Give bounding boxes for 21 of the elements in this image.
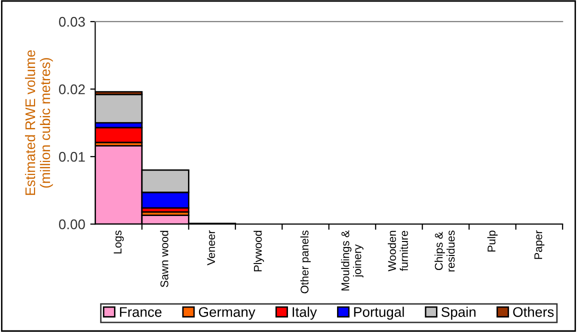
x-tick-label: Veneer <box>207 230 216 266</box>
y-tick-label: 0.03 <box>58 16 85 27</box>
y-tick-label: 0.00 <box>58 219 85 230</box>
legend-label: Germany <box>198 307 256 320</box>
x-tick-label: Mouldings & joinery <box>341 230 364 290</box>
legend-label: Portugal <box>354 306 404 320</box>
x-tick-label: Other panels <box>300 230 311 294</box>
legend-label: Spain <box>441 306 476 320</box>
x-tick-label: Chips & residues <box>434 230 455 272</box>
legend-label: Others <box>513 306 554 317</box>
y-tick-label: 0.01 <box>58 152 85 162</box>
x-tick-label: Paper <box>534 230 544 259</box>
x-tick-label: Logs <box>114 230 124 254</box>
x-tick-label: Sawn wood <box>160 230 168 288</box>
legend-label: Italy <box>292 306 317 320</box>
y-tick-label: 0.02 <box>58 84 85 94</box>
x-tick-label: Pulp <box>487 230 498 252</box>
y-axis-title: Estimated RWE volume (million cubic metres) <box>24 50 53 195</box>
x-tick-label: Wooden furniture <box>388 230 408 272</box>
x-tick-label: Plywood <box>254 230 264 272</box>
legend-label: France <box>120 307 162 317</box>
